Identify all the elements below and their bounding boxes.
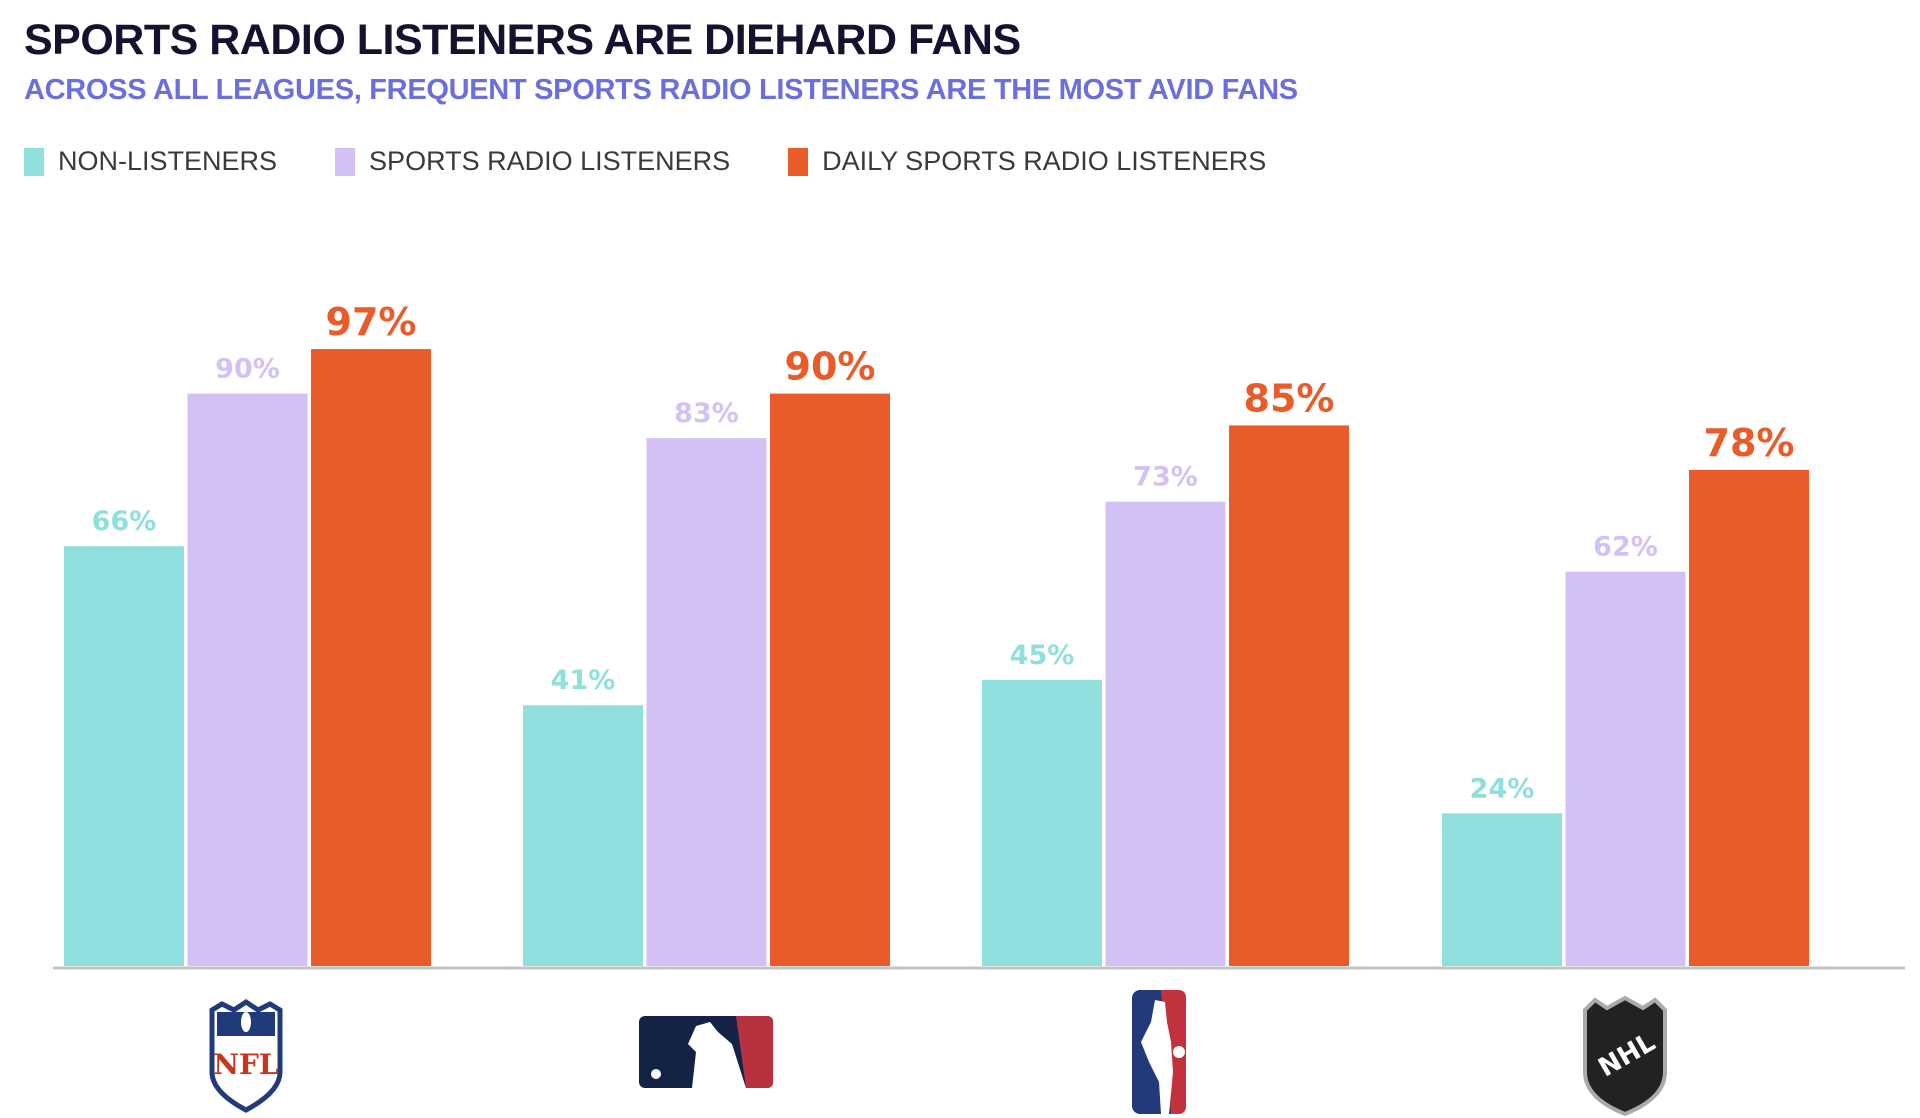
legend-item-non-listeners: NON-LISTENERS: [24, 146, 277, 177]
nfl-logo-icon: NFL: [209, 998, 283, 1113]
bar-nba-series-2: [1229, 425, 1349, 966]
data-label-nhl-series-1: 62%: [1593, 532, 1658, 563]
legend-label: SPORTS RADIO LISTENERS: [369, 146, 731, 176]
data-label-nhl-series-2: 78%: [1704, 421, 1795, 465]
data-label-mlb-series-2: 90%: [785, 345, 876, 389]
data-label-nfl-series-2: 97%: [326, 300, 417, 344]
bar-nhl-series-2: [1689, 469, 1809, 966]
bar-nhl-series-1: [1565, 571, 1686, 966]
legend-item-daily-listeners: DAILY SPORTS RADIO LISTENERS: [788, 146, 1266, 177]
data-label-nfl-series-1: 90%: [215, 354, 280, 385]
data-label-mlb-series-0: 41%: [551, 665, 616, 696]
data-label-nba-series-0: 45%: [1010, 640, 1075, 671]
chart-title: SPORTS RADIO LISTENERS ARE DIEHARD FANS: [24, 16, 1021, 64]
legend-swatch: [24, 147, 44, 176]
legend-label: DAILY SPORTS RADIO LISTENERS: [822, 146, 1267, 176]
bar-mlb-series-1: [646, 438, 767, 966]
nba-logo-icon: [1132, 990, 1186, 1114]
legend-swatch: [335, 147, 356, 176]
svg-text:NFL: NFL: [213, 1048, 278, 1081]
data-label-nba-series-1: 73%: [1133, 462, 1198, 493]
bar-nfl-series-1: [187, 393, 308, 967]
chart-subtitle: ACROSS ALL LEAGUES, FREQUENT SPORTS RADI…: [24, 74, 1298, 106]
nhl-logo-icon: NHL: [1583, 995, 1667, 1117]
bar-nfl-series-0: [64, 546, 184, 966]
bar-nba-series-1: [1105, 501, 1226, 966]
legend-swatch: [788, 147, 809, 176]
data-label-nba-series-2: 85%: [1244, 376, 1335, 420]
bar-mlb-series-0: [523, 705, 643, 966]
mlb-logo-icon: [639, 1016, 773, 1088]
bar-nfl-series-2: [311, 349, 431, 967]
legend-item-sports-radio-listeners: SPORTS RADIO LISTENERS: [335, 146, 730, 177]
bar-mlb-series-2: [770, 393, 890, 967]
legend: NON-LISTENERS SPORTS RADIO LISTENERS DAI…: [24, 146, 1324, 177]
data-label-mlb-series-1: 83%: [674, 398, 739, 429]
bar-nhl-series-0: [1442, 813, 1562, 966]
data-label-nfl-series-0: 66%: [92, 506, 157, 537]
data-label-nhl-series-0: 24%: [1470, 773, 1535, 804]
legend-label: NON-LISTENERS: [58, 146, 278, 176]
bar-nba-series-0: [982, 679, 1102, 966]
